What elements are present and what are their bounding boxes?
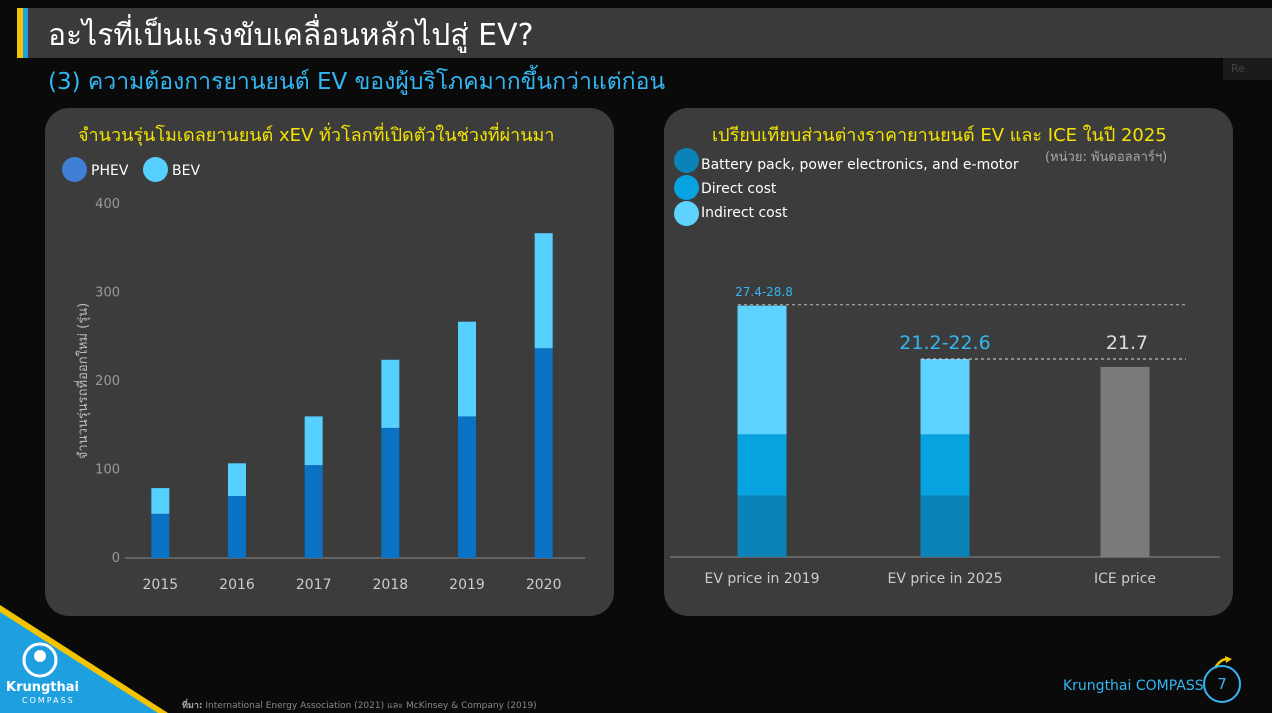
- bar-segment-1-battery-pack-power-electronics-and-e-motor: [920, 495, 970, 557]
- krungthai-logo-corner: [0, 605, 168, 713]
- y-tick-label: 300: [95, 286, 120, 301]
- bar-bev-2020: [534, 233, 553, 349]
- x-tick-label: 2020: [526, 577, 562, 593]
- x-tick-label: EV price in 2025: [887, 571, 1002, 587]
- page-number-circle: [1203, 665, 1241, 703]
- bar-segment-0-indirect-cost: [737, 305, 787, 435]
- bar-bev-2015: [151, 488, 170, 514]
- title-accent-bar-blue: [23, 8, 28, 58]
- bar-phev-2016: [228, 496, 246, 558]
- bar-phev-2018: [381, 427, 400, 558]
- legend-direct-label: Direct cost: [701, 181, 777, 197]
- legend-direct-swatch: [674, 175, 699, 200]
- bar-phev-2017: [304, 465, 323, 558]
- bar-segment-1-direct-cost: [920, 434, 970, 496]
- footer-brand: Krungthai COMPASS: [1063, 678, 1204, 694]
- page-title: อะไรที่เป็นแรงขับเคลื่อนหลักไปสู่ EV?: [48, 18, 534, 53]
- title-accent-bar: [17, 8, 23, 58]
- source-label: ที่มา:: [182, 701, 203, 711]
- legend-battery-swatch: [674, 148, 699, 173]
- x-tick-label: 2017: [296, 577, 332, 593]
- data-label-2019: 27.4-28.8: [735, 285, 793, 299]
- x-tick-label: EV price in 2019: [704, 571, 819, 587]
- bar-bev-2017: [304, 416, 323, 466]
- page-number: 7: [1217, 675, 1227, 693]
- data-label-2025: 21.2-22.6: [899, 332, 990, 354]
- bar-bev-2018: [381, 359, 400, 428]
- ev-ice-price-chart: EV price in 2019 EV price in 2025 ICE pric…: [670, 285, 1220, 587]
- bar-segment-0-direct-cost: [737, 434, 787, 496]
- title-bar: [17, 8, 1272, 58]
- bar-bev-2016: [228, 463, 246, 497]
- bar-bev-2019: [458, 321, 476, 417]
- bird-icon-head: [34, 650, 46, 662]
- legend-bev-swatch: [143, 157, 168, 182]
- logo-wordmark-sub: COMPASS: [22, 696, 75, 705]
- legend-phev-label: PHEV: [91, 163, 129, 179]
- y-tick-label: 100: [95, 463, 120, 478]
- xev-models-chart: 0 100 200 300 400 จำนวนรุ่นรถที่ออกใหม่ (รุ่น…: [74, 197, 585, 593]
- y-tick-label: 400: [95, 197, 120, 212]
- x-tick-label: 2019: [449, 577, 485, 593]
- legend-bev-label: BEV: [172, 163, 201, 179]
- source-note: ที่มา: International Energy Association …: [182, 698, 537, 712]
- bar-phev-2015: [151, 513, 170, 558]
- corner-tag: Re: [1223, 58, 1272, 80]
- legend-indirect-label: Indirect cost: [701, 205, 788, 221]
- x-tick-label: ICE price: [1094, 571, 1156, 587]
- bar-segment-1-indirect-cost: [920, 359, 970, 435]
- x-tick-label: 2015: [143, 577, 179, 593]
- xev-chart-title: จำนวนรุ่นโมเดลยานยนต์ xEV ทั่วโลกที่เปิด…: [78, 125, 555, 146]
- y-tick-label: 0: [112, 551, 120, 566]
- x-tick-label: 2016: [219, 577, 255, 593]
- price-chart-unit: (หน่วย: พันดอลลาร์ฯ): [1045, 150, 1168, 165]
- xev-models-panel: [45, 108, 614, 616]
- logo-corner-blue: [0, 612, 158, 713]
- y-axis-label: จำนวนรุ่นรถที่ออกใหม่ (รุ่น): [74, 303, 91, 459]
- data-label-ice: 21.7: [1106, 332, 1148, 354]
- legend-battery-label: Battery pack, power electronics, and e-m…: [701, 157, 1019, 173]
- legend-phev-swatch: [62, 157, 87, 182]
- bird-icon: [22, 642, 58, 678]
- price-chart-title: เปรียบเทียบส่วนต่างราคายานยนต์ EV และ IC…: [712, 125, 1167, 146]
- legend-indirect-swatch: [674, 201, 699, 226]
- x-tick-label: 2018: [373, 577, 409, 593]
- page-subtitle: (3) ความต้องการยานยนต์ EV ของผู้บริโภคมา…: [48, 69, 666, 95]
- source-text: International Energy Association (2021) …: [205, 701, 537, 711]
- y-tick-label: 200: [95, 374, 120, 389]
- logo-wordmark: Krungthai: [6, 680, 79, 695]
- bar-segment-2-ice-price: [1100, 366, 1150, 557]
- bar-phev-2019: [458, 416, 476, 558]
- bar-segment-0-battery-pack-power-electronics-and-e-motor: [737, 495, 787, 557]
- bar-phev-2020: [534, 348, 553, 558]
